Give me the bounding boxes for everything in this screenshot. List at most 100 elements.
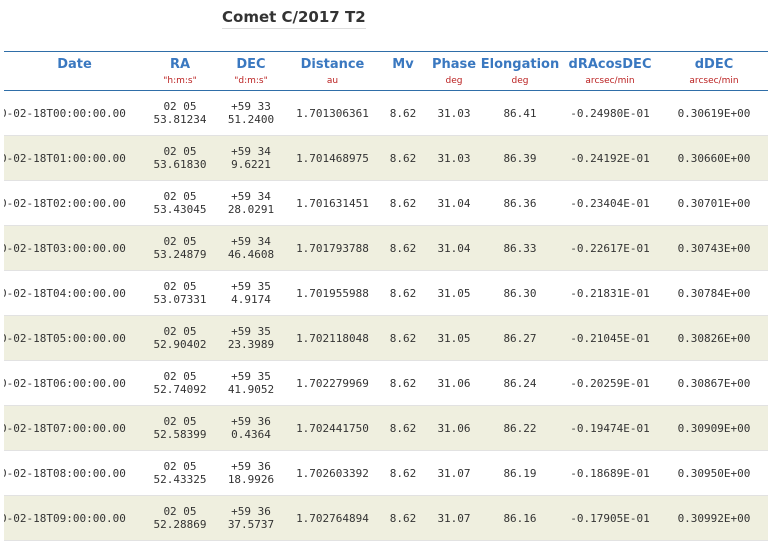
cell-value: 0-02-18T09:00:00.00: [4, 511, 126, 525]
column-unit: arcsec/min: [689, 76, 739, 86]
cell-dec: +59 35 23.3989: [215, 315, 287, 361]
cell-value: 86.39: [503, 151, 537, 165]
cell-value: 23.3989: [227, 338, 275, 351]
column-header-ra[interactable]: RA "h:m:s": [145, 52, 215, 91]
cell-phase: 31.04: [428, 225, 480, 271]
column-header-dracosdec[interactable]: dRAcosDEC arcsec/min: [560, 52, 660, 91]
column-header-dec[interactable]: DEC "d:m:s": [215, 52, 287, 91]
cell-value: 31.03: [437, 106, 471, 120]
cell-dec: +59 34 28.0291: [215, 180, 287, 226]
table-row: 0-02-18T03:00:00.00 02 05 53.24879 +59 34 46…: [4, 225, 768, 271]
cell-value: +59 35: [231, 280, 271, 293]
column-header-distance[interactable]: Distance au: [287, 52, 378, 91]
cell-dracosdec: -0.24192E-01: [560, 135, 660, 181]
cell-value: 0.30784E+00: [677, 286, 751, 300]
table-row: 0-02-18T06:00:00.00 02 05 52.74092 +59 35 41…: [4, 360, 768, 406]
cell-value: 31.07: [437, 466, 471, 480]
cell-dec: +59 34 46.4608: [215, 225, 287, 271]
cell-dec: +59 35 41.9052: [215, 360, 287, 406]
column-label: Mv: [392, 57, 414, 72]
cell-value: 31.04: [437, 196, 471, 210]
cell-elongation: 86.19: [480, 450, 560, 496]
cell-dracosdec: -0.17905E-01: [560, 495, 660, 541]
column-header-date[interactable]: Date: [4, 52, 145, 91]
cell-date: 0-02-18T09:00:00.00: [4, 495, 145, 541]
column-unit: [378, 75, 428, 87]
cell-value: 51.2400: [227, 113, 275, 126]
ephemeris-table: Date RA "h:m:s" DEC "d:m:s" Distance au Mv Pha…: [4, 51, 768, 541]
cell-value: 1.702603392: [296, 466, 369, 480]
cell-value: 86.33: [503, 241, 537, 255]
cell-value: 0.30619E+00: [677, 106, 751, 120]
cell-value: 53.61830: [153, 158, 207, 171]
cell-value: 41.9052: [227, 383, 275, 396]
cell-value: 0.4364: [231, 428, 271, 441]
cell-dec: +59 34 9.6221: [215, 135, 287, 181]
cell-distance: 1.702603392: [287, 450, 378, 496]
cell-mv: 8.62: [378, 225, 428, 271]
cell-value: 02 05: [163, 325, 197, 338]
table-row: 0-02-18T01:00:00.00 02 05 53.61830 +59 34 9.…: [4, 135, 768, 181]
cell-value: +59 35: [231, 370, 271, 383]
cell-value: 1.701631451: [296, 196, 369, 210]
cell-value: 9.6221: [231, 158, 271, 171]
cell-value: 0-02-18T05:00:00.00: [4, 331, 126, 345]
cell-value: 8.62: [389, 286, 417, 300]
cell-ddec: 0.30784E+00: [660, 270, 768, 316]
cell-value: 53.24879: [153, 248, 207, 261]
column-label: Distance: [300, 57, 365, 72]
cell-date: 0-02-18T02:00:00.00: [4, 180, 145, 226]
cell-ddec: 0.30826E+00: [660, 315, 768, 361]
cell-date: 0-02-18T05:00:00.00: [4, 315, 145, 361]
column-header-mv[interactable]: Mv: [378, 52, 428, 91]
cell-distance: 1.701468975: [287, 135, 378, 181]
cell-distance: 1.701631451: [287, 180, 378, 226]
cell-value: 0.30826E+00: [677, 331, 751, 345]
cell-value: 8.62: [389, 376, 417, 390]
cell-dec: +59 36 18.9926: [215, 450, 287, 496]
cell-phase: 31.06: [428, 405, 480, 451]
cell-value: 1.701793788: [296, 241, 369, 255]
cell-value: 02 05: [163, 190, 197, 203]
cell-ddec: 0.30660E+00: [660, 135, 768, 181]
cell-distance: 1.702764894: [287, 495, 378, 541]
cell-value: 31.05: [437, 286, 471, 300]
cell-mv: 8.62: [378, 180, 428, 226]
cell-value: -0.24980E-01: [570, 106, 650, 120]
cell-ddec: 0.30867E+00: [660, 360, 768, 406]
cell-phase: 31.03: [428, 90, 480, 136]
cell-phase: 31.07: [428, 495, 480, 541]
cell-value: 02 05: [163, 505, 197, 518]
cell-value: 86.16: [503, 511, 537, 525]
column-header-ddec[interactable]: dDEC arcsec/min: [660, 52, 768, 91]
cell-value: 86.30: [503, 286, 537, 300]
cell-ddec: 0.30992E+00: [660, 495, 768, 541]
cell-value: +59 34: [231, 190, 271, 203]
cell-value: 8.62: [389, 421, 417, 435]
cell-phase: 31.03: [428, 135, 480, 181]
cell-value: 0-02-18T08:00:00.00: [4, 466, 126, 480]
cell-mv: 8.62: [378, 315, 428, 361]
cell-value: -0.24192E-01: [570, 151, 650, 165]
cell-dec: +59 35 4.9174: [215, 270, 287, 316]
column-header-elongation[interactable]: Elongation deg: [480, 52, 560, 91]
cell-value: 52.90402: [153, 338, 207, 351]
cell-value: 0.30867E+00: [677, 376, 751, 390]
column-unit: deg: [511, 76, 529, 86]
cell-date: 0-02-18T04:00:00.00: [4, 270, 145, 316]
cell-distance: 1.701955988: [287, 270, 378, 316]
cell-value: +59 34: [231, 235, 271, 248]
cell-value: -0.20259E-01: [570, 376, 650, 390]
cell-value: 86.41: [503, 106, 537, 120]
cell-value: 0-02-18T07:00:00.00: [4, 421, 126, 435]
cell-date: 0-02-18T03:00:00.00: [4, 225, 145, 271]
cell-value: +59 33: [231, 100, 271, 113]
cell-value: 0-02-18T02:00:00.00: [4, 196, 126, 210]
table-row: 0-02-18T04:00:00.00 02 05 53.07331 +59 35 4.…: [4, 270, 768, 316]
column-label: Phase: [431, 57, 477, 72]
cell-value: 52.58399: [153, 428, 207, 441]
cell-dracosdec: -0.23404E-01: [560, 180, 660, 226]
cell-value: 0-02-18T06:00:00.00: [4, 376, 126, 390]
column-header-phase[interactable]: Phase deg: [428, 52, 480, 91]
cell-value: 0.30909E+00: [677, 421, 751, 435]
